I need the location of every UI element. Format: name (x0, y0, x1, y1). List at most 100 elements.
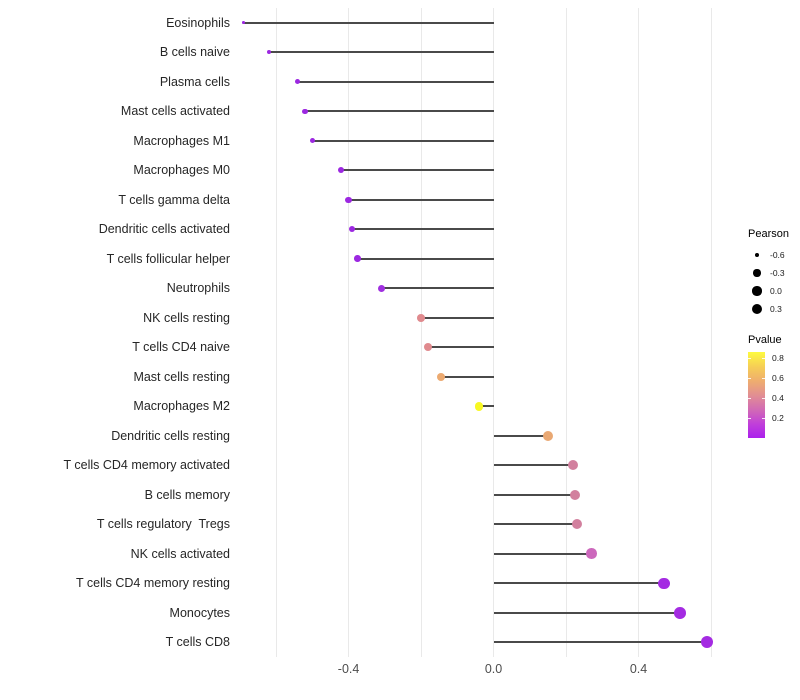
pvalue-colorbar: 0.8 0.6 0.4 0.2 (748, 352, 784, 438)
size-legend-item: 0.0 (748, 282, 789, 300)
lollipop-dot (295, 79, 301, 85)
lollipop-stem (493, 611, 681, 614)
lollipop-stem (341, 169, 494, 172)
y-axis-label: Eosinophils (166, 15, 230, 30)
x-axis-tick-label: 0.0 (484, 662, 503, 676)
lollipop-stem (441, 375, 494, 378)
gridline (710, 8, 712, 657)
y-axis-label: Mast cells resting (133, 369, 230, 384)
lollipop-stem (352, 228, 494, 231)
size-legend-item: -0.6 (748, 246, 789, 264)
y-axis-label: T cells CD8 (165, 635, 230, 650)
size-legend-label: 0.3 (770, 304, 782, 314)
lollipop-stem (297, 80, 494, 83)
lollipop-stem (479, 405, 494, 408)
size-legend-dot (753, 269, 761, 277)
y-axis-label: Dendritic cells activated (98, 222, 230, 237)
y-axis-label: Dendritic cells resting (111, 428, 230, 443)
lollipop-dot (542, 430, 553, 441)
lollipop-dot (338, 167, 345, 174)
y-axis-label: NK cells resting (143, 310, 230, 325)
lollipop-dot (658, 577, 670, 589)
lollipop-stem (381, 287, 494, 290)
lollipop-stem (421, 316, 494, 319)
lollipop-stem (268, 51, 494, 54)
lollipop-stem (312, 139, 494, 142)
colorbar-tick-label: 0.4 (772, 393, 784, 404)
size-legend-dot (751, 303, 763, 315)
y-axis-label: Macrophages M0 (133, 163, 230, 178)
lollipop-dot (266, 50, 271, 55)
colorbar-tick (762, 378, 765, 380)
lollipop-dot (354, 255, 361, 263)
lollipop-dot (569, 489, 581, 500)
lollipop-stem (493, 434, 548, 437)
color-legend: Pvalue 0.8 0.6 0.4 0.2 (748, 334, 784, 438)
colorbar-tick-label: 0.6 (772, 373, 784, 384)
y-axis-label: T cells CD4 naive (132, 340, 230, 355)
lollipop-dot (586, 548, 597, 560)
lollipop-dot (348, 226, 356, 233)
color-legend-title: Pvalue (748, 334, 782, 346)
lollipop-dot (571, 519, 583, 530)
y-axis-label: T cells CD4 memory resting (76, 576, 230, 591)
lollipop-dot (241, 21, 245, 25)
lollipop-stem (493, 582, 664, 585)
size-legend-item: -0.3 (748, 264, 789, 282)
y-axis-label: B cells memory (144, 487, 230, 502)
lollipop-stem (348, 198, 494, 201)
y-axis-label: Mast cells activated (120, 104, 230, 119)
y-axis-label: T cells regulatory Tregs (96, 517, 230, 532)
gridline (493, 8, 495, 657)
lollipop-dot (568, 460, 579, 471)
y-axis-label: B cells naive (159, 45, 230, 60)
size-legend-label: -0.6 (770, 250, 785, 260)
y-axis-label: T cells gamma delta (118, 192, 230, 207)
y-axis-label: Neutrophils (166, 281, 230, 296)
y-axis-label: T cells CD4 memory activated (63, 458, 231, 473)
size-legend-dot (752, 286, 762, 296)
size-legend-label: -0.3 (770, 268, 785, 278)
size-legend: Pearson -0.6 -0.3 0.0 0.3 (748, 228, 789, 318)
lollipop-dot (417, 313, 425, 322)
lollipop-dot (377, 284, 385, 292)
lollipop-stem (305, 110, 494, 113)
gridline (638, 8, 640, 657)
lollipop-dot (436, 372, 446, 381)
size-legend-dot (754, 252, 760, 258)
lollipop-stem (428, 346, 494, 349)
colorbar-tick (748, 378, 751, 380)
lollipop-dot (424, 343, 433, 352)
lollipop-dot (474, 401, 484, 411)
lollipop-dot (345, 196, 352, 203)
lollipop-dot (674, 606, 687, 619)
colorbar-tick (748, 398, 751, 400)
colorbar-tick-label: 0.2 (772, 413, 784, 424)
gridline (275, 8, 277, 657)
x-axis-tick-label: 0.4 (629, 662, 648, 676)
lollipop-dot (309, 138, 316, 144)
size-legend-title: Pearson (748, 228, 789, 240)
lollipop-stem (493, 552, 592, 555)
colorbar-tick (762, 418, 765, 420)
colorbar-tick (748, 418, 751, 420)
gridline (565, 8, 567, 657)
gridline (348, 8, 350, 657)
colorbar-tick (762, 358, 765, 360)
lollipop-stem (243, 21, 494, 24)
lollipop-stem (493, 493, 576, 496)
lollipop-stem (357, 257, 494, 260)
colorbar-tick (748, 358, 751, 360)
y-axis-label: Plasma cells (159, 74, 230, 89)
gridline (420, 8, 422, 657)
y-axis-label: Monocytes (169, 605, 230, 620)
lollipop-dot (701, 636, 714, 649)
y-axis-label: Macrophages M1 (133, 133, 230, 148)
lollipop-stem (493, 641, 708, 644)
y-axis-label: Macrophages M2 (133, 399, 230, 414)
size-legend-item: 0.3 (748, 300, 789, 318)
lollipop-stem (493, 523, 577, 526)
size-legend-label: 0.0 (770, 286, 782, 296)
lollipop-dot (302, 108, 308, 114)
